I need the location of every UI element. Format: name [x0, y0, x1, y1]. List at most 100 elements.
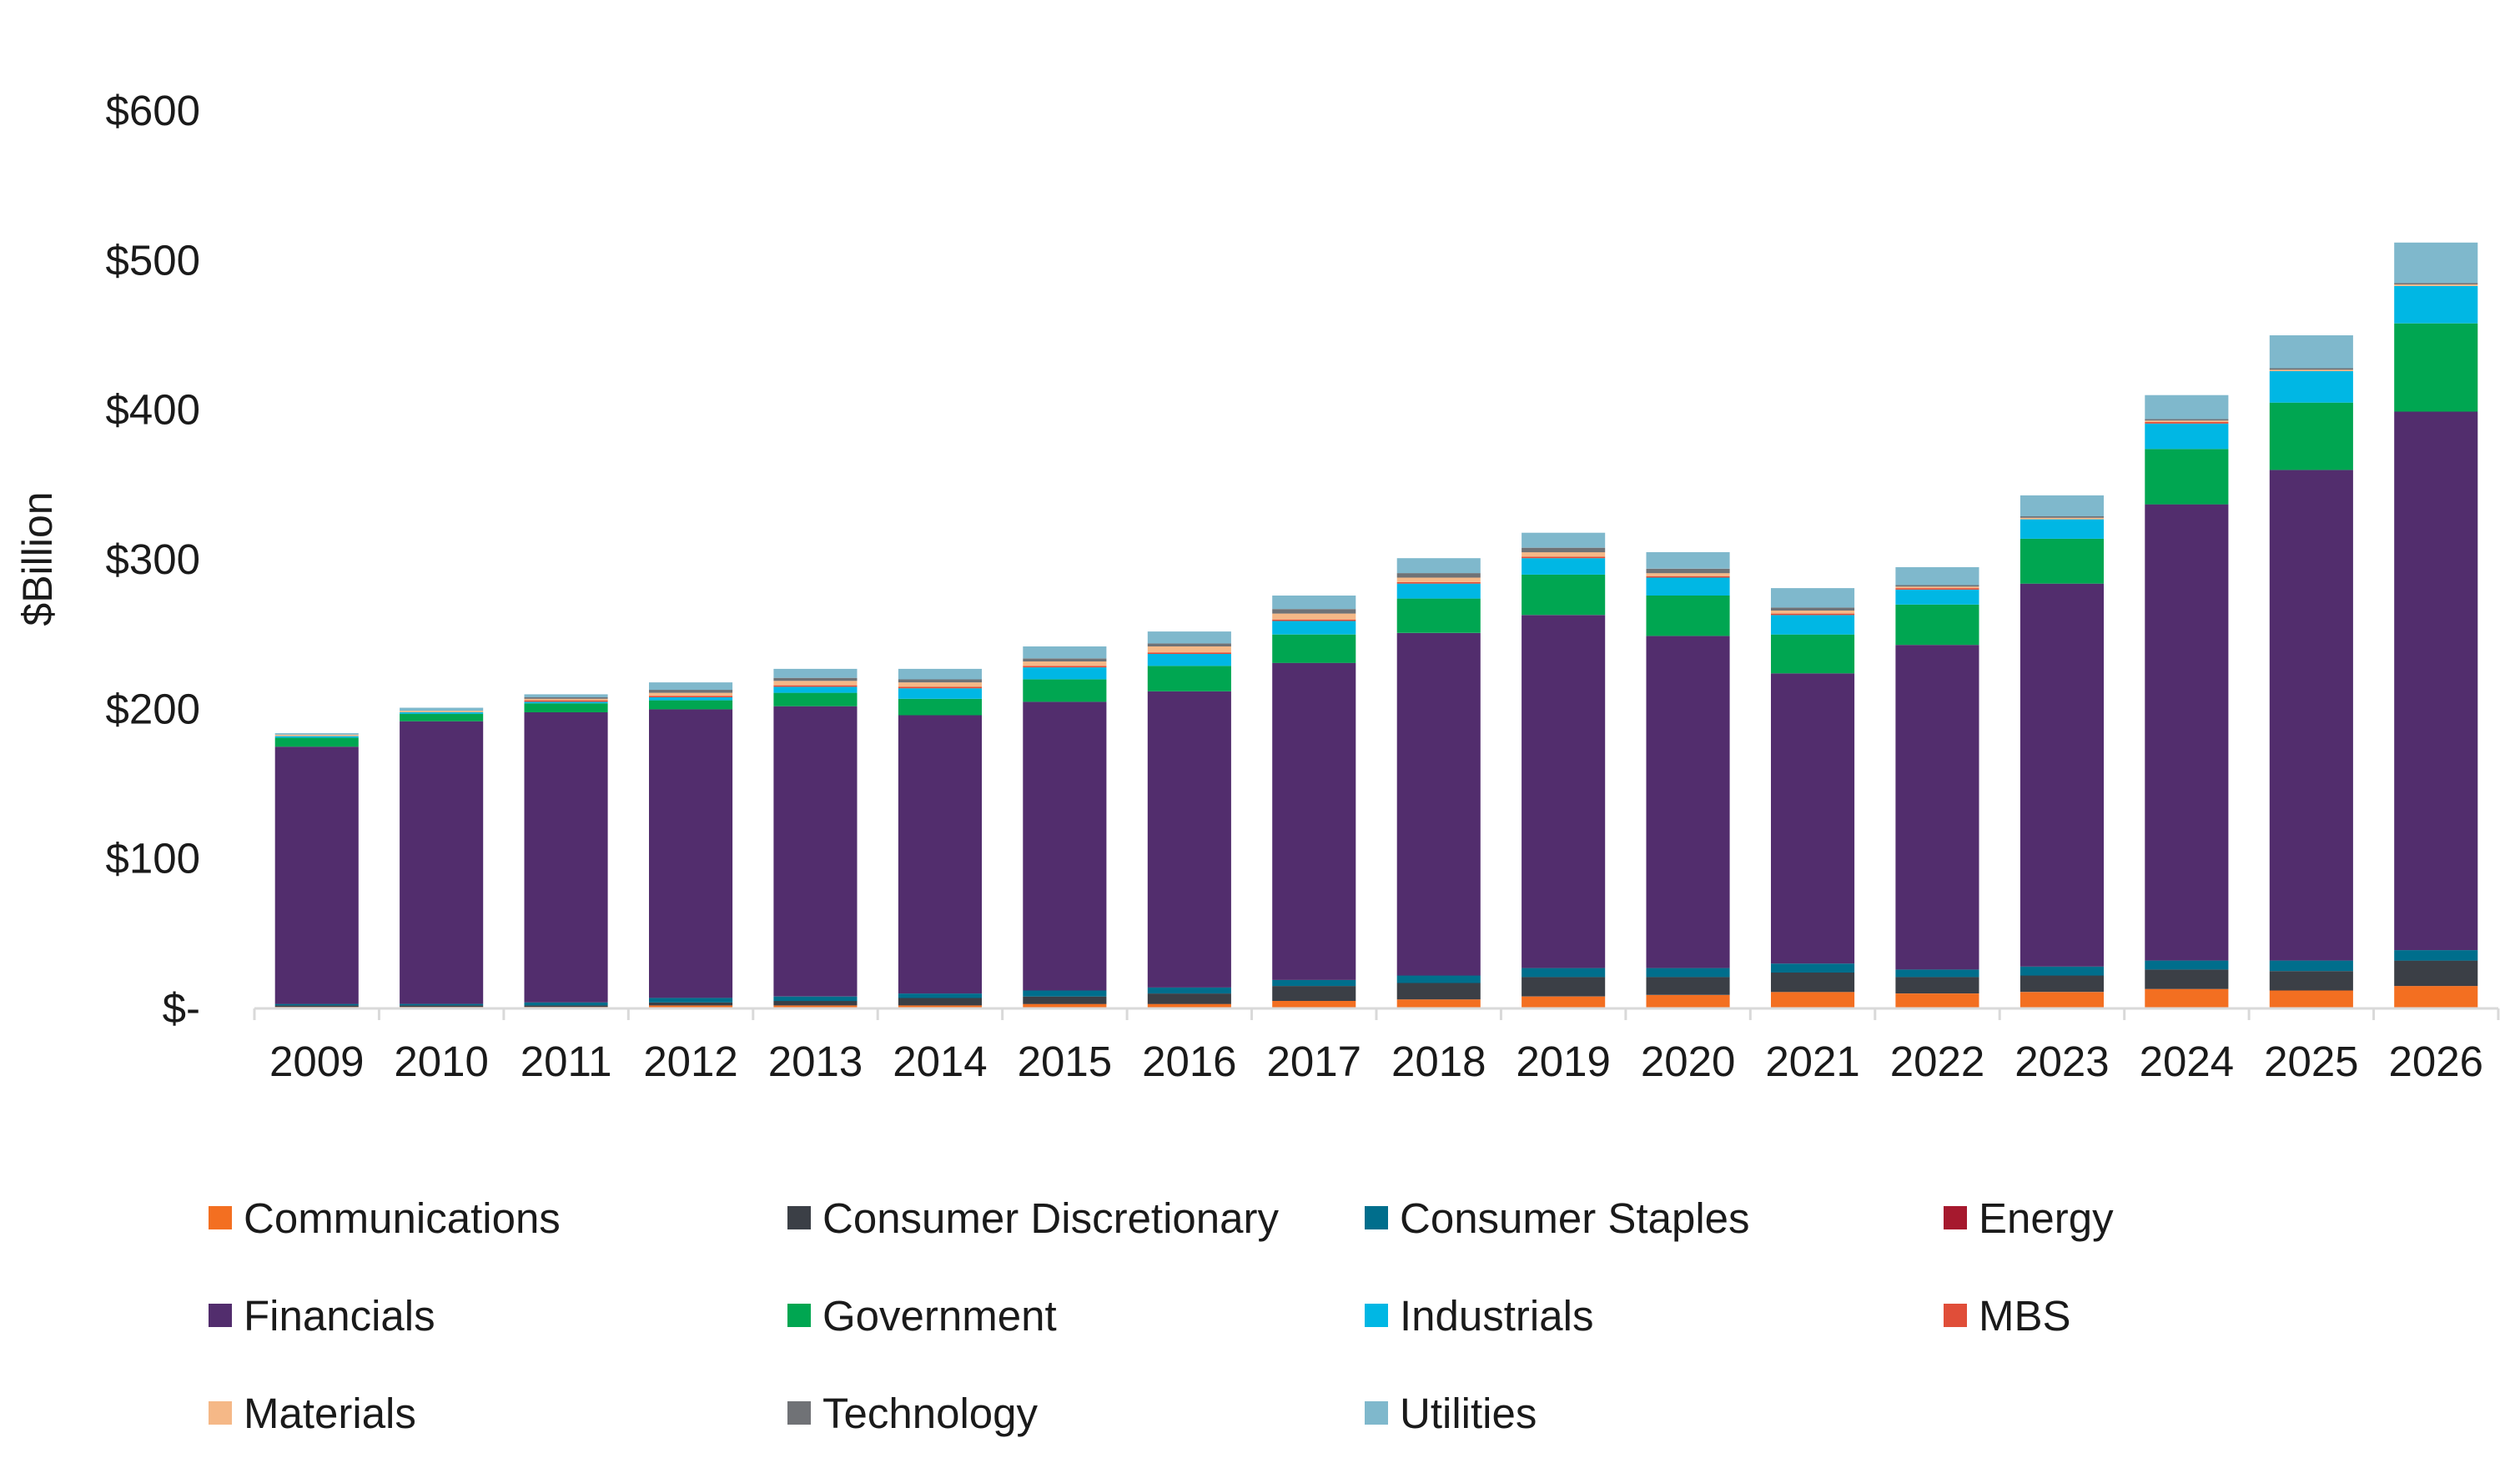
legend-item-mbs: MBS — [1944, 1286, 2071, 1345]
x-tick-label: 2011 — [521, 1038, 612, 1085]
bar-segment-materials-2026 — [2394, 284, 2478, 286]
legend-swatch — [1365, 1206, 1388, 1229]
bar-segment-materials-2017 — [1272, 613, 1356, 620]
bar-segment-government-2023 — [2020, 538, 2104, 584]
bar-segment-consumer-discretionary-2019 — [1522, 977, 1606, 997]
legend-swatch — [1944, 1304, 1967, 1327]
bar-segment-government-2016 — [1147, 666, 1231, 691]
bar-segment-financials-2016 — [1147, 691, 1231, 988]
bar-segment-materials-2023 — [2020, 517, 2104, 520]
bar-segment-industrials-2018 — [1396, 583, 1481, 599]
legend-label: Government — [822, 1291, 1057, 1340]
bar-segment-industrials-2015 — [1023, 667, 1107, 680]
bar-segment-mbs-2012 — [649, 696, 733, 697]
bar-stack-2018 — [1396, 558, 1481, 1008]
x-tick-label: 2012 — [643, 1038, 737, 1085]
bar-segment-utilities-2011 — [524, 694, 608, 697]
x-tick-label: 2017 — [1267, 1038, 1361, 1085]
bar-segment-consumer-staples-2016 — [1147, 987, 1231, 994]
bar-segment-mbs-2013 — [773, 685, 858, 687]
bar-segment-technology-2018 — [1396, 573, 1481, 578]
bar-segment-industrials-2009 — [274, 736, 359, 738]
bar-segment-mbs-2024 — [2145, 422, 2229, 424]
bar-segment-technology-2023 — [2020, 516, 2104, 518]
bar-segment-utilities-2016 — [1147, 631, 1231, 644]
bar-segment-utilities-2009 — [274, 733, 359, 735]
bar-segment-mbs-2022 — [1895, 588, 1979, 590]
bar-segment-consumer-discretionary-2025 — [2269, 971, 2353, 991]
bar-segment-consumer-staples-2012 — [649, 998, 733, 1003]
bar-segment-utilities-2023 — [2020, 495, 2104, 516]
bar-segment-financials-2026 — [2394, 411, 2478, 951]
legend-swatch — [1365, 1304, 1388, 1327]
bar-segment-mbs-2014 — [898, 686, 982, 689]
y-tick-label: $- — [163, 984, 200, 1032]
bar-segment-industrials-2016 — [1147, 654, 1231, 666]
y-tick-label: $400 — [106, 386, 200, 434]
legend-item-financials: Financials — [209, 1286, 435, 1345]
bar-segment-industrials-2022 — [1895, 589, 1979, 605]
bar-stack-2011 — [524, 694, 608, 1008]
legend-swatch — [209, 1401, 232, 1425]
legend-label: Consumer Staples — [1400, 1194, 1750, 1242]
bar-stack-2023 — [2020, 495, 2104, 1008]
legend-swatch — [209, 1206, 232, 1229]
bar-segment-materials-2010 — [400, 711, 484, 712]
bar-segment-technology-2021 — [1771, 607, 1855, 611]
legend-item-technology: Technology — [787, 1384, 1038, 1442]
bar-stack-2025 — [2269, 335, 2353, 1008]
bar-segment-industrials-2023 — [2020, 519, 2104, 539]
bar-segment-utilities-2020 — [1646, 552, 1730, 569]
bar-segment-technology-2024 — [2145, 419, 2229, 421]
bar-segment-government-2019 — [1522, 574, 1606, 616]
bar-segment-industrials-2019 — [1522, 558, 1606, 575]
legend-item-communications: Communications — [209, 1189, 561, 1247]
bar-segment-financials-2010 — [400, 721, 484, 1004]
bar-segment-technology-2025 — [2269, 368, 2353, 370]
bar-segment-industrials-2012 — [649, 697, 733, 701]
bar-segment-utilities-2024 — [2145, 395, 2229, 420]
bar-segment-communications-2015 — [1023, 1003, 1107, 1008]
bar-segment-consumer-discretionary-2018 — [1396, 983, 1481, 1000]
legend-item-consumer-discretionary: Consumer Discretionary — [787, 1189, 1279, 1247]
bar-segment-government-2011 — [524, 703, 608, 712]
bar-segment-consumer-staples-2018 — [1396, 975, 1481, 983]
bar-segment-government-2014 — [898, 698, 982, 716]
y-tick-label: $100 — [106, 835, 200, 882]
bar-segment-materials-2013 — [773, 681, 858, 686]
bar-segment-financials-2019 — [1522, 615, 1606, 968]
legend-label: Consumer Discretionary — [822, 1194, 1280, 1242]
legend-item-energy: Energy — [1944, 1189, 2114, 1247]
bar-segment-consumer-discretionary-2022 — [1895, 977, 1979, 993]
x-tick-label: 2009 — [269, 1038, 364, 1085]
bar-segment-communications-2017 — [1272, 1001, 1356, 1008]
bar-segment-consumer-staples-2026 — [2394, 950, 2478, 961]
bar-segment-financials-2023 — [2020, 583, 2104, 967]
bar-segment-technology-2011 — [524, 697, 608, 699]
x-tick-label: 2016 — [1142, 1038, 1236, 1085]
bar-segment-communications-2013 — [773, 1005, 858, 1008]
bar-segment-utilities-2010 — [400, 707, 484, 711]
legend-label: MBS — [1979, 1291, 2071, 1340]
y-tick-label: $200 — [106, 685, 200, 732]
legend-label: Utilities — [1400, 1389, 1537, 1437]
legend-label: Materials — [244, 1389, 416, 1437]
y-tick-label: $500 — [106, 236, 200, 284]
legend-swatch — [1944, 1206, 1967, 1229]
legend-swatch — [209, 1304, 232, 1327]
x-tick-label: 2024 — [2140, 1038, 2234, 1085]
bar-stack-2015 — [1023, 646, 1107, 1008]
legend-label: Energy — [1979, 1194, 2114, 1242]
bar-segment-industrials-2013 — [773, 686, 858, 693]
bar-segment-industrials-2025 — [2269, 371, 2353, 403]
bar-segment-financials-2014 — [898, 715, 982, 994]
x-tick-label: 2014 — [893, 1038, 987, 1085]
legend-item-government: Government — [787, 1286, 1057, 1345]
bar-segment-consumer-discretionary-2009 — [274, 1005, 359, 1008]
bar-segment-materials-2015 — [1023, 661, 1107, 666]
bar-segment-utilities-2012 — [649, 682, 733, 691]
bar-stack-2020 — [1646, 552, 1730, 1008]
x-tick-label: 2015 — [1018, 1038, 1112, 1085]
bar-segment-communications-2020 — [1646, 994, 1730, 1008]
bar-segment-consumer-discretionary-2024 — [2145, 969, 2229, 989]
